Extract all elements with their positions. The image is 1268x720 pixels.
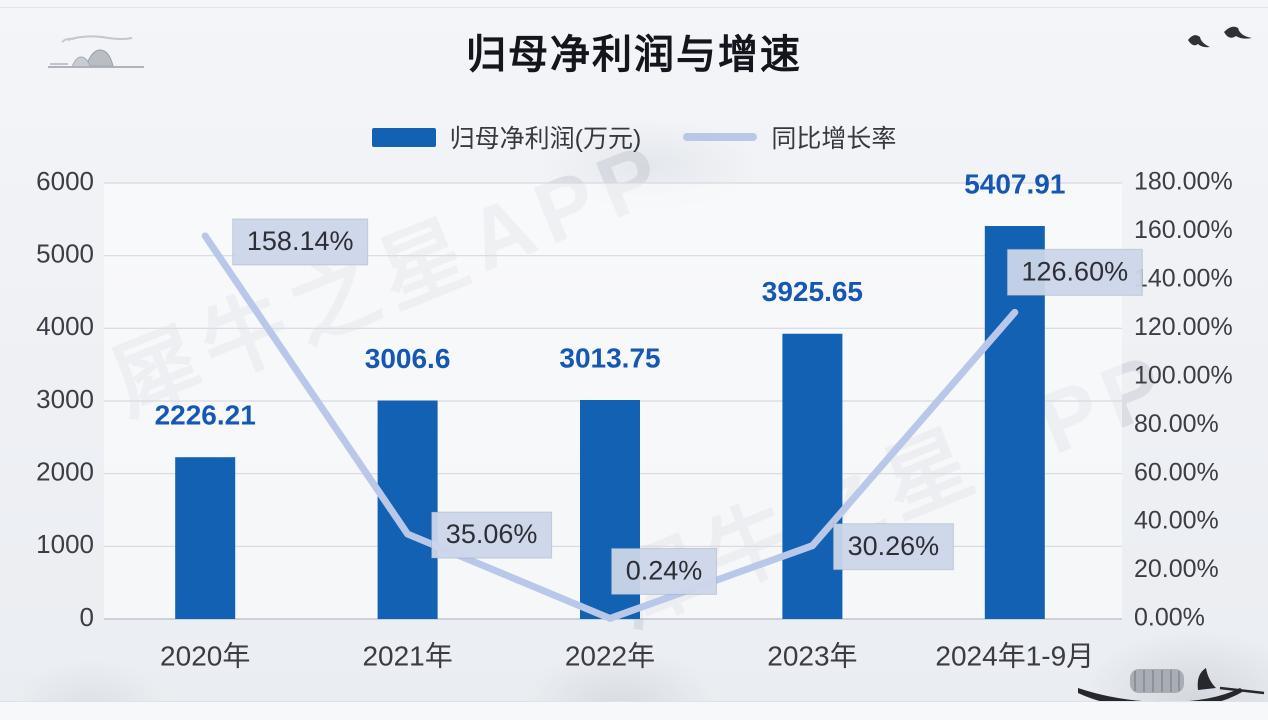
growth-value-label: 35.06% (446, 519, 538, 549)
x-axis-category-label: 2020年 (160, 640, 250, 671)
x-axis-category-label: 2021年 (362, 640, 452, 671)
legend-bar-swatch (371, 127, 436, 147)
bar-2021年 (377, 400, 438, 619)
growth-value-callout (832, 523, 954, 571)
left-axis-tick-label: 6000 (36, 166, 94, 196)
right-axis-tick-label: 40.00% (1134, 507, 1219, 535)
left-axis-tick-label: 3000 (36, 384, 94, 414)
ink-mountain-sketch-icon (48, 35, 144, 68)
growth-value-callout (611, 547, 717, 595)
legend-line-label: 同比增长率 (771, 125, 897, 153)
x-axis-category-label: 2024年1-9月 (935, 640, 1094, 671)
growth-value-label: 158.14% (247, 226, 354, 256)
right-axis-tick-label: 120.00% (1134, 313, 1233, 341)
legend-item-growth-rate: 同比增长率 (683, 119, 896, 155)
growth-rate-line (201, 232, 1019, 622)
right-axis-tick-label: 0.00% (1134, 604, 1205, 632)
right-axis-tick-label: 180.00% (1134, 168, 1233, 196)
bar-value-label: 3006.6 (365, 343, 451, 374)
top-border-line (0, 7, 1268, 8)
left-axis-tick-label: 4000 (36, 311, 94, 341)
bottom-border-line (0, 701, 1268, 720)
bar-value-label: 5407.91 (964, 168, 1065, 199)
legend-bar-label: 归母净利润(万元) (449, 125, 642, 153)
x-axis-category-label: 2022年 (565, 640, 655, 671)
bar-value-label: 3925.65 (762, 276, 863, 307)
left-axis-tick-label: 1000 (36, 529, 94, 559)
growth-value-callout (431, 511, 553, 559)
legend-item-net-profit: 归母净利润(万元) (371, 119, 642, 155)
x-axis-category-label: 2023年 (767, 640, 857, 671)
bar-2020年 (175, 457, 236, 619)
chart-legend: 归母净利润(万元) 同比增长率 (0, 119, 1268, 155)
ink-birds-icon (1188, 26, 1252, 48)
growth-value-callout (232, 218, 369, 266)
page-title: 归母净利润与增速 (466, 33, 802, 77)
right-axis-tick-label: 80.00% (1134, 410, 1219, 438)
right-axis-tick-label: 20.00% (1134, 555, 1219, 583)
bar-value-label: 2226.21 (155, 400, 256, 431)
legend-line-swatch (683, 133, 758, 141)
left-axis-tick-label: 5000 (36, 239, 94, 269)
right-axis-tick-label: 60.00% (1134, 458, 1219, 486)
bar-value-label: 3013.75 (559, 342, 660, 373)
growth-value-callout (1006, 248, 1143, 296)
growth-value-label: 30.26% (848, 531, 940, 561)
left-axis-tick-label: 0 (80, 602, 94, 632)
left-axis-tick-label: 2000 (36, 457, 94, 487)
right-axis-tick-label: 100.00% (1134, 361, 1233, 389)
right-axis-tick-label: 140.00% (1134, 264, 1233, 292)
growth-value-label: 0.24% (626, 556, 703, 586)
growth-value-label: 126.60% (1022, 256, 1129, 286)
bar-2023年 (782, 333, 843, 619)
right-axis-tick-label: 160.00% (1134, 216, 1233, 244)
